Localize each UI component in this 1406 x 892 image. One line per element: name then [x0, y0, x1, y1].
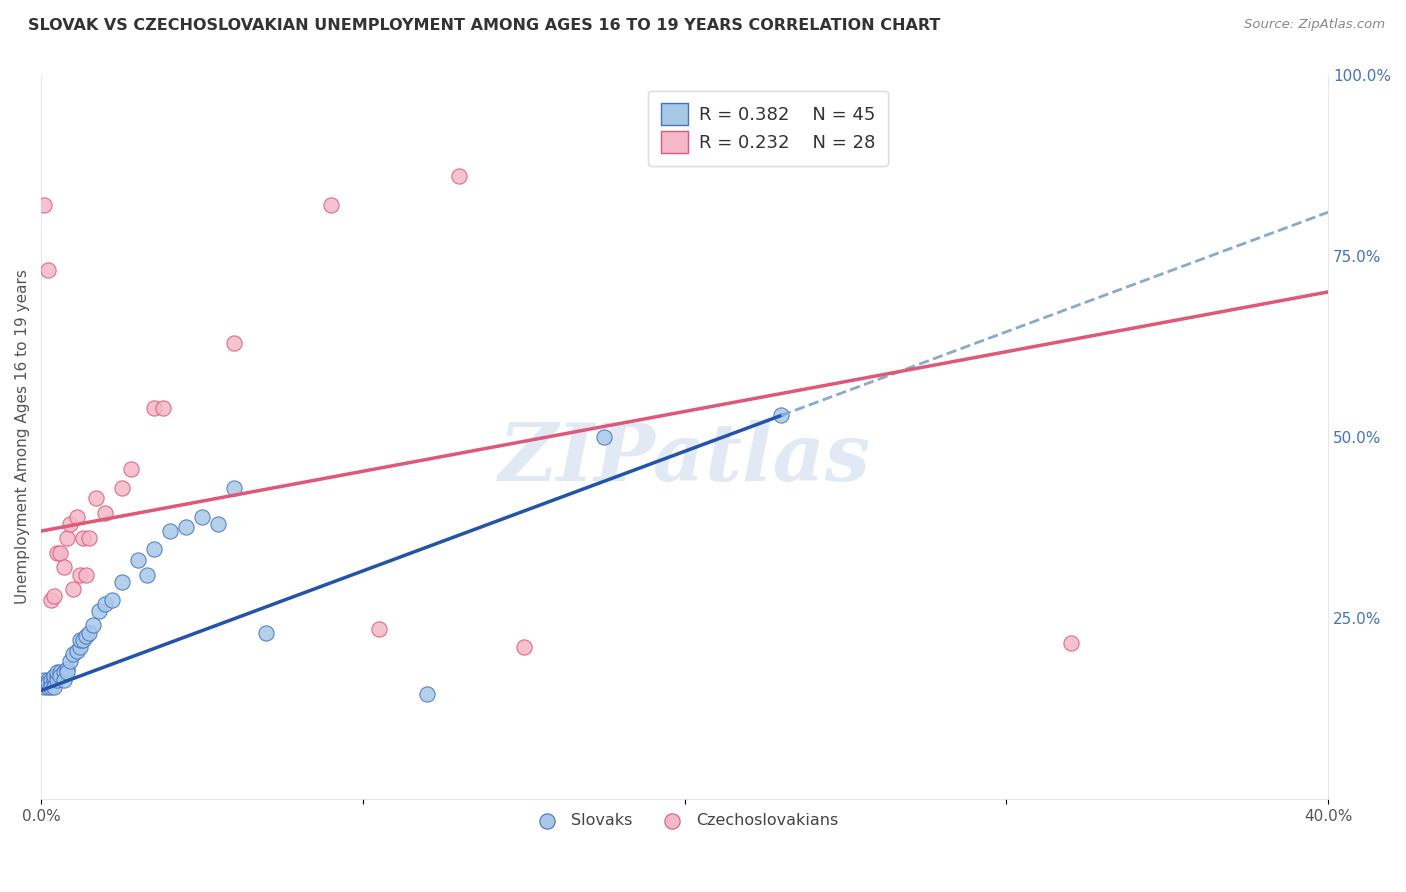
Point	[101, 593, 124, 607]
Point	[42, 680, 65, 694]
Point	[65, 509, 87, 524]
Point	[79, 531, 101, 545]
Point	[207, 516, 229, 531]
Point	[39, 673, 62, 687]
Point	[34, 673, 56, 687]
Point	[69, 640, 91, 654]
Point	[59, 516, 82, 531]
Point	[42, 673, 65, 687]
Point	[82, 618, 104, 632]
Point	[46, 546, 69, 560]
Text: ZIPatlas: ZIPatlas	[499, 420, 870, 498]
Point	[49, 665, 72, 680]
Text: SLOVAK VS CZECHOSLOVAKIAN UNEMPLOYMENT AMONG AGES 16 TO 19 YEARS CORRELATION CHA: SLOVAK VS CZECHOSLOVAKIAN UNEMPLOYMENT A…	[28, 18, 941, 33]
Point	[34, 198, 56, 212]
Point	[37, 676, 59, 690]
Point	[110, 481, 132, 495]
Point	[37, 680, 59, 694]
Point	[224, 335, 246, 350]
Point	[79, 625, 101, 640]
Point	[127, 553, 149, 567]
Legend: Slovaks, Czechoslovakians: Slovaks, Czechoslovakians	[524, 807, 845, 835]
Point	[62, 647, 84, 661]
Point	[49, 546, 72, 560]
Point	[368, 622, 391, 636]
Point	[34, 680, 56, 694]
Point	[94, 506, 117, 520]
Point	[513, 640, 536, 654]
Text: Source: ZipAtlas.com: Source: ZipAtlas.com	[1244, 18, 1385, 31]
Point	[52, 665, 75, 680]
Point	[449, 169, 471, 183]
Point	[39, 593, 62, 607]
Point	[52, 673, 75, 687]
Point	[94, 597, 117, 611]
Point	[56, 531, 79, 545]
Point	[84, 491, 107, 506]
Point	[46, 669, 69, 683]
Point	[72, 531, 94, 545]
Point	[56, 665, 79, 680]
Point	[416, 687, 439, 701]
Point	[319, 198, 342, 212]
Point	[136, 567, 159, 582]
Point	[224, 481, 246, 495]
Point	[42, 589, 65, 603]
Point	[62, 582, 84, 596]
Point	[37, 263, 59, 277]
Point	[120, 462, 142, 476]
Point	[152, 401, 174, 415]
Point	[49, 669, 72, 683]
Point	[46, 673, 69, 687]
Point	[159, 524, 181, 538]
Point	[39, 676, 62, 690]
Point	[593, 430, 616, 444]
Point	[254, 625, 277, 640]
Point	[72, 632, 94, 647]
Point	[75, 567, 97, 582]
Point	[65, 643, 87, 657]
Point	[37, 673, 59, 687]
Point	[39, 680, 62, 694]
Point	[142, 401, 165, 415]
Point	[1060, 636, 1083, 650]
Point	[75, 629, 97, 643]
Point	[69, 632, 91, 647]
Point	[46, 665, 69, 680]
Point	[770, 408, 793, 422]
Point	[52, 560, 75, 574]
Point	[110, 574, 132, 589]
Point	[174, 520, 197, 534]
Y-axis label: Unemployment Among Ages 16 to 19 years: Unemployment Among Ages 16 to 19 years	[15, 269, 30, 604]
Point	[191, 509, 214, 524]
Point	[42, 669, 65, 683]
Point	[673, 114, 696, 128]
Point	[142, 542, 165, 557]
Point	[87, 604, 110, 618]
Point	[69, 567, 91, 582]
Point	[59, 655, 82, 669]
Point	[56, 662, 79, 676]
